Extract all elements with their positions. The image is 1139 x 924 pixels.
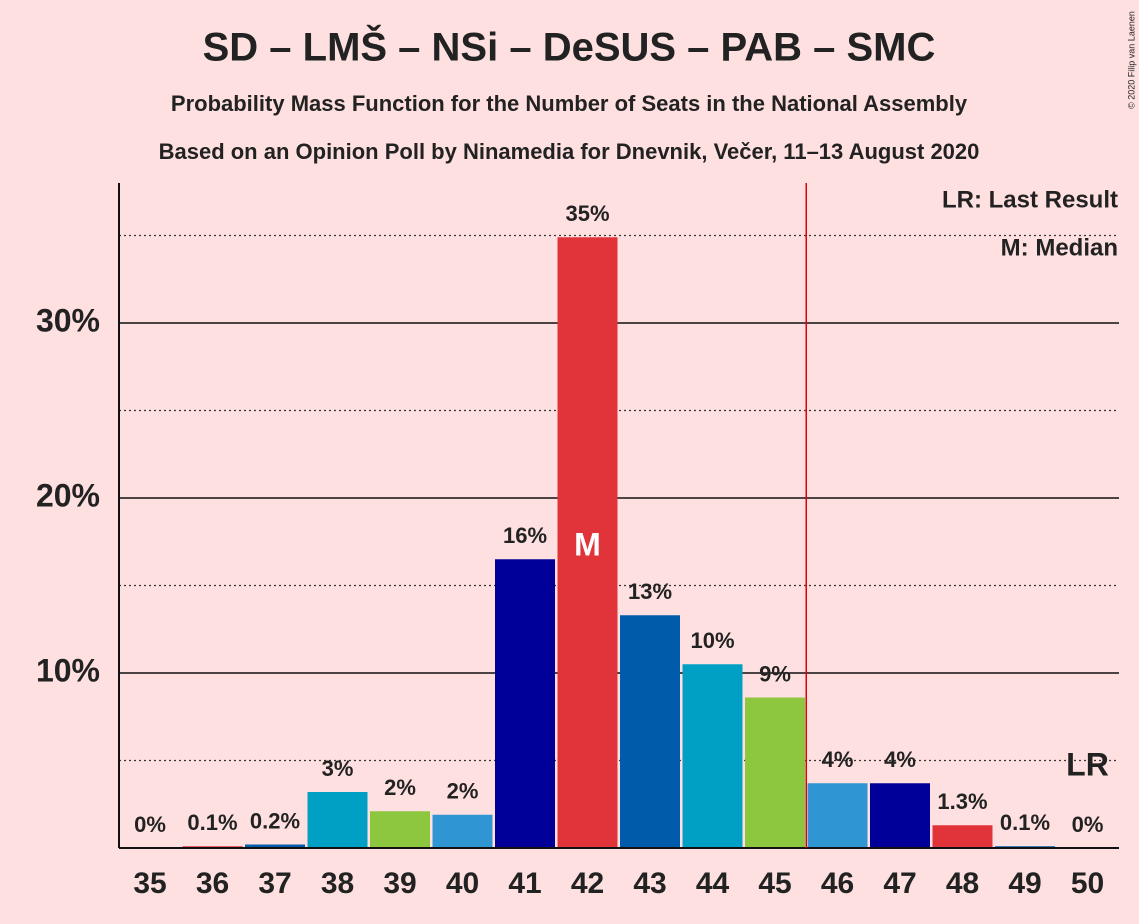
value-label: 0.1% bbox=[1000, 810, 1050, 835]
y-tick-label: 10% bbox=[36, 652, 100, 688]
x-tick-label: 38 bbox=[321, 867, 354, 900]
chart-subtitle: Probability Mass Function for the Number… bbox=[171, 91, 968, 116]
x-tick-label: 42 bbox=[571, 867, 604, 900]
bar bbox=[745, 697, 805, 848]
value-label: 0.1% bbox=[187, 810, 237, 835]
x-tick-label: 35 bbox=[133, 867, 166, 900]
last-result-marker: LR bbox=[1066, 746, 1109, 782]
x-tick-label: 37 bbox=[258, 867, 291, 900]
value-label: 4% bbox=[884, 747, 916, 772]
bar bbox=[245, 844, 305, 848]
chart-subtitle: Based on an Opinion Poll by Ninamedia fo… bbox=[159, 139, 980, 164]
chart-title: SD – LMŠ – NSi – DeSUS – PAB – SMC bbox=[203, 24, 936, 70]
bar bbox=[870, 783, 930, 848]
bar bbox=[432, 814, 493, 848]
x-tick-label: 50 bbox=[1071, 867, 1104, 900]
x-tick-label: 41 bbox=[508, 867, 541, 900]
y-tick-label: 30% bbox=[36, 302, 100, 338]
bar bbox=[370, 811, 430, 848]
bar bbox=[682, 664, 743, 848]
value-label: 0% bbox=[134, 812, 166, 837]
value-label: 35% bbox=[565, 201, 609, 226]
bar bbox=[557, 237, 618, 848]
value-label: 1.3% bbox=[937, 789, 987, 814]
bar bbox=[307, 792, 368, 848]
x-tick-label: 48 bbox=[946, 867, 979, 900]
x-tick-label: 46 bbox=[821, 867, 854, 900]
value-label: 0.2% bbox=[250, 808, 300, 833]
bar bbox=[495, 559, 555, 848]
value-label: 0% bbox=[1072, 812, 1104, 837]
x-tick-label: 49 bbox=[1008, 867, 1041, 900]
legend-entry: LR: Last Result bbox=[942, 186, 1118, 213]
value-label: 3% bbox=[322, 756, 354, 781]
x-tick-label: 45 bbox=[758, 867, 791, 900]
x-tick-label: 47 bbox=[883, 867, 916, 900]
value-label: 2% bbox=[384, 775, 416, 800]
value-label: 10% bbox=[690, 628, 734, 653]
x-tick-label: 39 bbox=[383, 867, 416, 900]
y-tick-label: 20% bbox=[36, 477, 100, 513]
value-label: 9% bbox=[759, 661, 791, 686]
legend-entry: M: Median bbox=[1001, 234, 1118, 261]
value-label: 16% bbox=[503, 523, 547, 548]
bar bbox=[807, 783, 868, 848]
value-label: 4% bbox=[822, 747, 854, 772]
copyright: © 2020 Filip van Laenen bbox=[1126, 11, 1136, 109]
value-label: 2% bbox=[447, 779, 479, 804]
x-tick-label: 36 bbox=[196, 867, 229, 900]
bar bbox=[932, 825, 993, 848]
value-label: 13% bbox=[628, 579, 672, 604]
bar bbox=[620, 615, 680, 848]
x-tick-label: 40 bbox=[446, 867, 479, 900]
median-marker: M bbox=[574, 526, 601, 562]
x-tick-label: 43 bbox=[633, 867, 666, 900]
x-tick-label: 44 bbox=[696, 867, 730, 900]
